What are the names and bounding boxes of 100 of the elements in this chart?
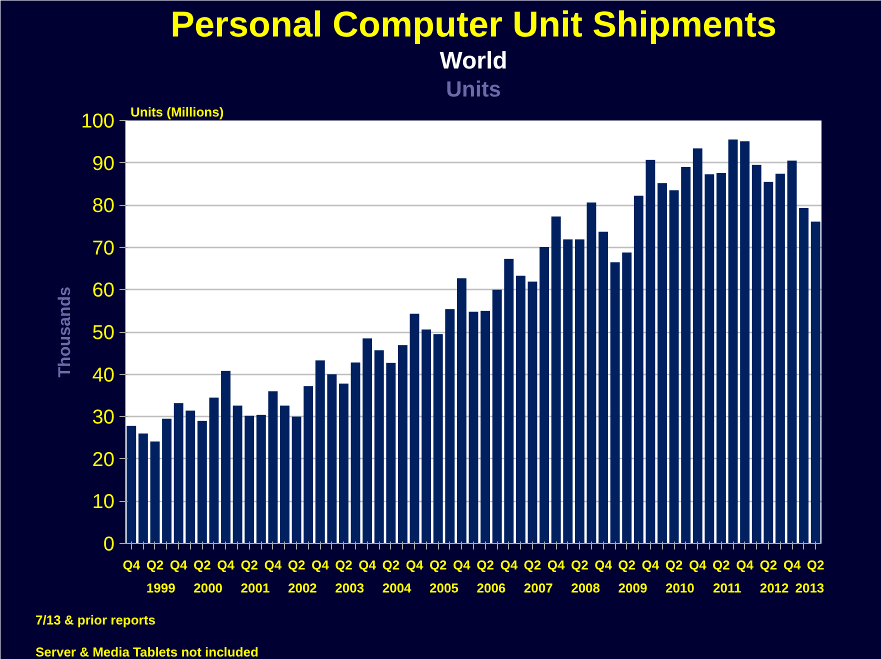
bar	[126, 426, 136, 544]
text: Units	[446, 76, 501, 102]
x-tick-label: Q2	[712, 558, 730, 572]
bar	[598, 232, 608, 544]
bar	[150, 442, 160, 544]
bar	[174, 403, 184, 544]
bar	[799, 208, 809, 544]
bar	[775, 174, 785, 544]
x-tick-label: Q2	[806, 558, 824, 572]
y-tick-label: 90	[92, 152, 115, 175]
bar	[232, 406, 242, 544]
x-tick-label: Q2	[571, 558, 588, 572]
x-tick-label: Q2	[665, 558, 683, 572]
bar	[422, 329, 432, 544]
bar	[197, 420, 207, 544]
bar	[398, 345, 408, 544]
bar	[492, 290, 502, 544]
chart-subtitle: World	[440, 48, 508, 74]
text: 2003	[335, 580, 364, 596]
bar	[374, 350, 384, 544]
bar	[574, 239, 584, 544]
bar	[752, 164, 762, 544]
y-tick-label: 50	[92, 322, 115, 344]
bar	[327, 374, 337, 544]
bar	[445, 309, 455, 544]
bar	[704, 174, 714, 544]
bar	[681, 167, 691, 544]
x-tick-label: Q4	[358, 558, 377, 572]
bar	[504, 258, 514, 544]
y-tick-label: 10	[92, 491, 115, 514]
x-tick-label: Q2	[618, 558, 636, 572]
x-tick-label: Q4	[122, 558, 141, 572]
text: 2000	[194, 580, 223, 596]
x-tick-label: Q4	[217, 558, 236, 572]
bar	[386, 362, 396, 544]
bar	[540, 246, 549, 544]
y-tick-label: 70	[92, 237, 115, 260]
bar	[456, 278, 466, 544]
bar	[646, 160, 656, 544]
text: 2006	[476, 580, 506, 596]
bar	[433, 334, 443, 544]
y-tick-label: 20	[92, 448, 115, 471]
x-tick-label: Q4	[783, 558, 802, 572]
x-tick-label: Q2	[288, 558, 306, 572]
bar	[669, 190, 679, 544]
bar	[528, 282, 538, 544]
y-tick-label: 60	[92, 280, 115, 302]
bar	[634, 196, 644, 544]
text: 2001	[240, 580, 270, 596]
bar	[186, 410, 196, 544]
text: 2005	[430, 580, 458, 596]
text: 2010	[665, 580, 694, 596]
x-tick-label: Q4	[453, 558, 472, 572]
bar	[209, 398, 219, 544]
bar	[586, 202, 596, 544]
bar	[256, 414, 266, 544]
bar	[610, 262, 620, 544]
bar	[764, 182, 774, 544]
x-tick-label: Q2	[524, 558, 542, 572]
bar	[468, 312, 478, 544]
text: 2007	[524, 580, 553, 596]
bar	[622, 252, 632, 544]
bar	[362, 338, 372, 544]
bar	[551, 216, 561, 544]
bar	[292, 416, 302, 544]
x-tick-label: Q2	[382, 558, 400, 572]
text: 2008	[571, 580, 600, 596]
x-tick-label: Q4	[736, 558, 754, 572]
x-tick-label: Q4	[642, 558, 660, 572]
bar	[138, 434, 148, 544]
bar	[810, 222, 820, 544]
x-tick-label: Q2	[146, 558, 164, 572]
x-tick-label: Q2	[240, 558, 258, 572]
bar	[268, 391, 278, 544]
x-tick-label: Q2	[476, 558, 494, 572]
bar	[244, 416, 254, 544]
x-tick-label: Q2	[760, 558, 778, 572]
x-tick-label: Q4	[170, 558, 188, 572]
x-tick-label: Q4	[594, 558, 613, 572]
bar	[162, 418, 172, 544]
bar	[280, 406, 290, 544]
bar	[221, 370, 230, 544]
x-tick-label: Q4	[264, 558, 282, 572]
x-tick-label: Q2	[429, 558, 447, 572]
y-axis-title: Thousands	[55, 286, 74, 378]
y-tick-label: 80	[92, 195, 115, 218]
text: 2012	[760, 580, 789, 596]
chart-title: Personal Computer Unit Shipments	[170, 4, 777, 44]
bar	[787, 160, 797, 544]
bar	[740, 141, 750, 544]
bar	[315, 360, 325, 544]
bar	[658, 183, 667, 544]
y-tick-label: 30	[92, 406, 115, 429]
text: 2002	[288, 580, 317, 596]
bar	[350, 362, 360, 544]
x-tick-label: Q2	[335, 558, 352, 572]
bar	[339, 384, 348, 544]
text: 7/13 & prior reports	[36, 612, 156, 628]
y-tick-label: 0	[103, 534, 114, 556]
text: Units (Millions)	[130, 104, 224, 120]
